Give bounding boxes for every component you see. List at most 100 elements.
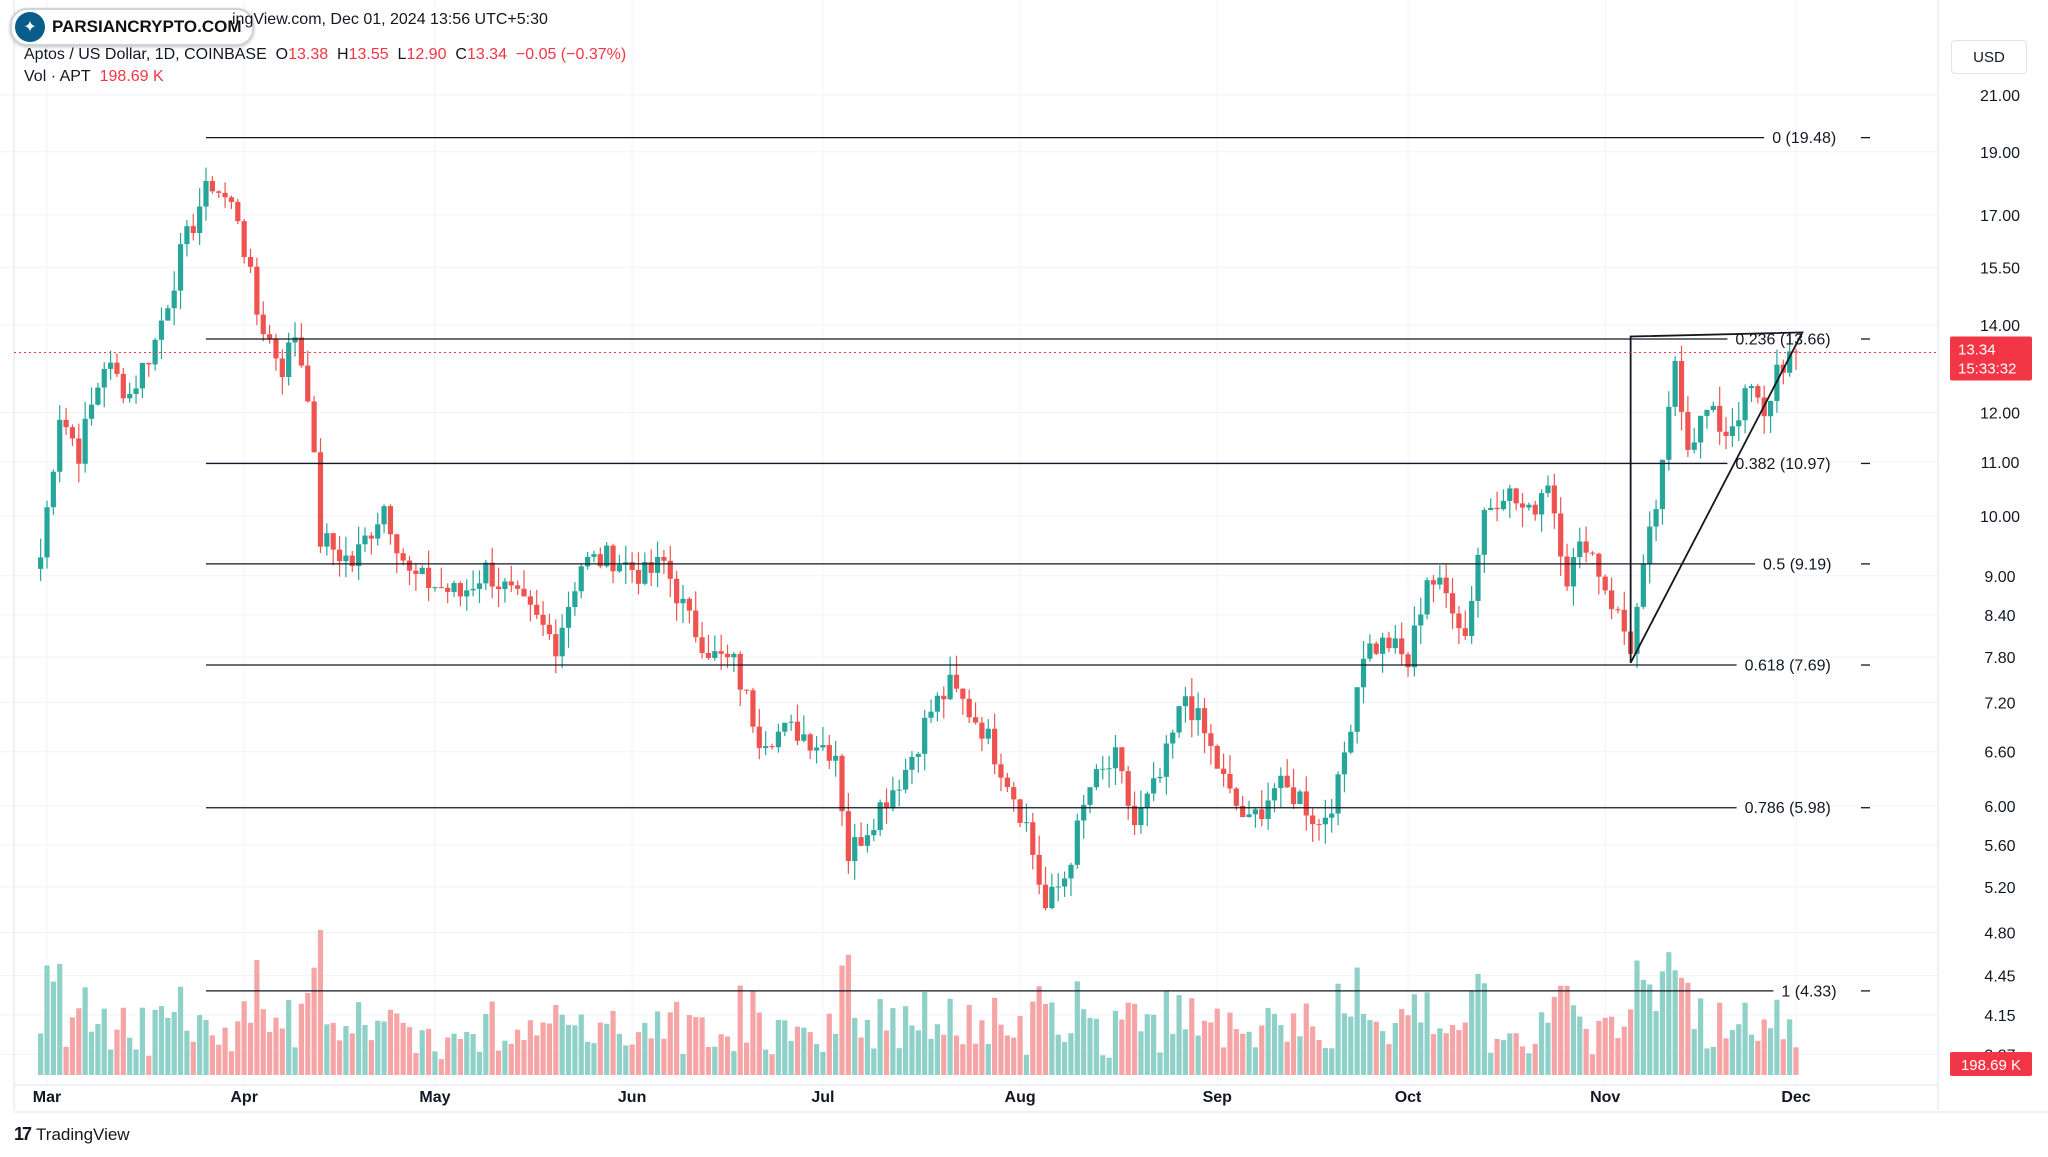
candle-body — [1233, 788, 1239, 806]
candle-body — [1176, 706, 1182, 733]
volume-bar — [731, 1051, 737, 1075]
candle-body — [356, 544, 362, 567]
candle-body — [1144, 793, 1150, 808]
high-value: 13.55 — [348, 46, 389, 63]
triangle-pattern[interactable] — [14, 331, 1938, 664]
candle-body — [1023, 822, 1030, 824]
volume-legend[interactable]: Vol · APT 198.69 K — [24, 68, 164, 86]
triangle-outline[interactable] — [1629, 331, 1804, 664]
candle-body — [1621, 609, 1627, 632]
candle-body — [1100, 768, 1106, 770]
candle-body — [1322, 817, 1328, 825]
tradingview-logo[interactable]: 17 TradingView — [14, 1124, 130, 1145]
volume-bar — [1717, 1002, 1723, 1075]
candle-body — [197, 206, 203, 233]
fib-retracement[interactable]: 0 (19.48) 0.236 (13.66) 0.382 (10.97) 0.5 (… — [206, 130, 1870, 1000]
candle-body — [1380, 637, 1386, 654]
volume-bar — [890, 1008, 896, 1075]
fib-level-label: 0.5 (9.19) — [1763, 556, 1831, 573]
candle-body — [1736, 420, 1742, 427]
candle-body — [387, 506, 394, 535]
volume-bar — [177, 986, 184, 1075]
volume-bar — [871, 1048, 877, 1075]
candle-body — [915, 753, 921, 757]
candle-body — [63, 419, 69, 428]
volume-tag[interactable] — [1950, 1052, 2032, 1076]
candle-body — [1405, 654, 1411, 668]
volume-bar — [508, 1043, 514, 1075]
candle-body — [629, 562, 635, 570]
time-axis[interactable]: Mar Apr May Jun Jul Aug Sep Oct Nov Dec — [33, 1089, 1811, 1106]
candle-body — [992, 728, 998, 765]
volume-bar — [445, 1037, 451, 1075]
candle-body — [1647, 526, 1653, 564]
time-tick-label: Nov — [1590, 1089, 1620, 1106]
candle-body — [998, 764, 1004, 778]
candle-body — [654, 556, 661, 573]
candle-body — [845, 811, 851, 862]
parsiancrypto-logo-icon: ✦ — [15, 12, 45, 42]
candle-body — [1723, 431, 1729, 436]
price-tick-label: 4.15 — [1984, 1008, 2015, 1025]
volume-bar — [985, 1043, 991, 1075]
candle-body — [298, 337, 304, 366]
volume-bar — [1297, 1036, 1303, 1075]
volume-bar — [432, 1051, 438, 1075]
symbol-legend[interactable]: Aptos / US Dollar, 1D, COINBASE O13.38 H… — [24, 46, 627, 63]
volume-bar — [1500, 1040, 1507, 1075]
volume-bar — [1290, 1013, 1297, 1075]
candle-body — [445, 587, 451, 592]
volume-bar — [801, 1027, 807, 1075]
volume-bar — [1144, 1014, 1150, 1075]
candle-body — [489, 562, 495, 587]
candle-body — [1532, 504, 1538, 515]
price-tick-label: 14.00 — [1980, 318, 2020, 335]
volume-bar — [1068, 1033, 1074, 1075]
price-axis[interactable]: 21.00 19.00 17.00 15.50 14.00 12.00 11.00 10.00… — [1950, 88, 2032, 1076]
volume-bar — [1221, 1047, 1227, 1075]
candle-body — [1570, 557, 1576, 587]
volume-bar — [146, 1055, 152, 1075]
candle-body — [1469, 600, 1475, 636]
volume-bar — [934, 1024, 940, 1075]
candle-body — [686, 598, 692, 611]
volume-bar — [1577, 1016, 1583, 1075]
volume-bar — [1602, 1017, 1608, 1075]
candle-body — [247, 257, 254, 267]
candle-body — [1583, 541, 1589, 553]
last-price-tag[interactable] — [1950, 336, 2032, 381]
candle-body — [1329, 813, 1335, 818]
volume-bar — [1653, 1011, 1659, 1075]
date-line: ingView.com, Dec 01, 2024 13:56 UTC+5:30 — [232, 11, 548, 28]
time-tick-label: Sep — [1203, 1089, 1233, 1106]
volume-bar — [1437, 1028, 1443, 1075]
candle-body — [279, 358, 285, 378]
candle-body — [591, 554, 597, 557]
volume-bar — [966, 1005, 972, 1075]
fib-level-label: 0.236 (13.66) — [1735, 332, 1830, 349]
volume-bar — [158, 1006, 165, 1075]
volume-bar — [1042, 1003, 1049, 1075]
candle-body — [699, 637, 705, 653]
volume-bar — [1214, 1008, 1220, 1075]
volume-bar — [311, 967, 317, 1075]
candle-body — [1691, 442, 1697, 450]
volume-bar — [922, 991, 928, 1075]
time-tick-label: Apr — [230, 1089, 258, 1106]
candle-body — [1182, 696, 1189, 707]
candle-body — [1558, 513, 1564, 557]
candle-body — [69, 427, 76, 439]
candle-body — [769, 746, 775, 748]
candle-body — [1119, 747, 1125, 772]
candle-body — [190, 226, 196, 233]
candle-body — [1634, 606, 1640, 654]
candle-body — [1017, 799, 1023, 823]
symbol-title: Aptos / US Dollar, 1D, COINBASE — [24, 46, 267, 63]
candle-body — [292, 337, 298, 343]
candle-body — [1653, 509, 1659, 527]
candle-body — [108, 362, 114, 369]
candle-body — [928, 711, 934, 718]
currency-button[interactable]: USD — [1951, 40, 2027, 74]
volume-bar — [1424, 992, 1430, 1075]
